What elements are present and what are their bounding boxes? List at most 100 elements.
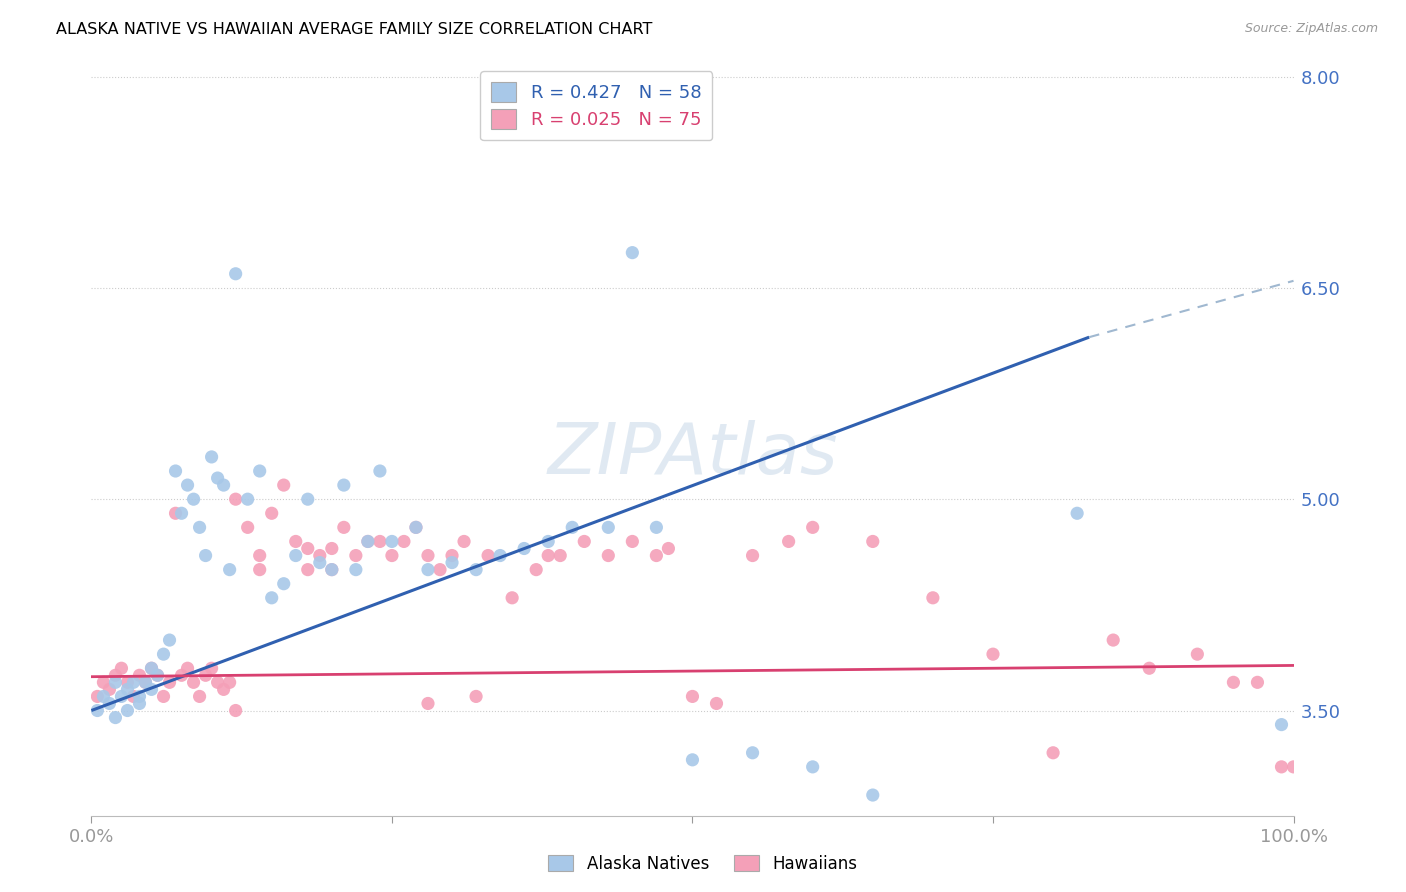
Point: [801, 520, 824, 534]
Point: [598, 549, 620, 563]
Point: [1042, 746, 1064, 760]
Point: [159, 633, 181, 648]
Point: [284, 549, 307, 563]
Point: [249, 464, 271, 478]
Point: [333, 478, 356, 492]
Point: [405, 520, 427, 534]
Point: [392, 534, 415, 549]
Point: [440, 549, 463, 563]
Point: [1246, 675, 1268, 690]
Point: [183, 492, 205, 507]
Point: [104, 710, 127, 724]
Point: [1270, 717, 1292, 731]
Point: [212, 478, 235, 492]
Point: [501, 591, 523, 605]
Point: [236, 520, 259, 534]
Legend: R = 0.427   N = 58, R = 0.025   N = 75: R = 0.427 N = 58, R = 0.025 N = 75: [481, 71, 713, 140]
Point: [284, 534, 307, 549]
Point: [681, 690, 703, 704]
Point: [128, 668, 150, 682]
Point: [146, 668, 169, 682]
Point: [273, 576, 295, 591]
Point: [207, 675, 229, 690]
Point: [1102, 633, 1125, 648]
Point: [524, 563, 547, 577]
Point: [465, 690, 488, 704]
Point: [741, 549, 763, 563]
Point: [368, 464, 391, 478]
Point: [308, 549, 330, 563]
Point: [416, 697, 439, 711]
Point: [1222, 675, 1244, 690]
Text: Source: ZipAtlas.com: Source: ZipAtlas.com: [1244, 22, 1378, 36]
Point: [416, 549, 439, 563]
Point: [128, 697, 150, 711]
Point: [477, 549, 499, 563]
Point: [141, 682, 163, 697]
Point: [801, 760, 824, 774]
Point: [273, 478, 295, 492]
Point: [862, 534, 884, 549]
Point: [194, 668, 217, 682]
Point: [165, 464, 187, 478]
Point: [333, 520, 356, 534]
Point: [681, 753, 703, 767]
Point: [201, 661, 224, 675]
Point: [344, 549, 367, 563]
Point: [146, 668, 169, 682]
Point: [98, 682, 121, 697]
Text: ALASKA NATIVE VS HAWAIIAN AVERAGE FAMILY SIZE CORRELATION CHART: ALASKA NATIVE VS HAWAIIAN AVERAGE FAMILY…: [56, 22, 652, 37]
Point: [117, 675, 139, 690]
Point: [381, 534, 404, 549]
Point: [170, 506, 193, 520]
Point: [344, 563, 367, 577]
Point: [537, 549, 560, 563]
Point: [170, 668, 193, 682]
Point: [706, 697, 728, 711]
Point: [98, 697, 121, 711]
Point: [194, 549, 217, 563]
Point: [183, 675, 205, 690]
Point: [657, 541, 679, 556]
Point: [574, 534, 596, 549]
Point: [778, 534, 800, 549]
Point: [416, 563, 439, 577]
Point: [981, 647, 1004, 661]
Point: [548, 549, 571, 563]
Point: [1282, 760, 1305, 774]
Point: [141, 661, 163, 675]
Point: [537, 534, 560, 549]
Point: [513, 541, 536, 556]
Point: [141, 661, 163, 675]
Point: [122, 690, 145, 704]
Point: [117, 704, 139, 718]
Point: [598, 520, 620, 534]
Point: [104, 668, 127, 682]
Point: [212, 682, 235, 697]
Point: [381, 549, 404, 563]
Point: [862, 788, 884, 802]
Point: [110, 661, 132, 675]
Point: [218, 675, 240, 690]
Point: [368, 534, 391, 549]
Point: [405, 520, 427, 534]
Point: [93, 675, 115, 690]
Point: [218, 563, 240, 577]
Point: [152, 690, 174, 704]
Point: [152, 647, 174, 661]
Point: [134, 675, 156, 690]
Point: [321, 563, 343, 577]
Point: [453, 534, 475, 549]
Point: [122, 675, 145, 690]
Point: [225, 492, 247, 507]
Point: [489, 549, 512, 563]
Point: [741, 746, 763, 760]
Point: [86, 704, 108, 718]
Point: [165, 506, 187, 520]
Point: [1137, 661, 1160, 675]
Point: [429, 563, 451, 577]
Point: [440, 556, 463, 570]
Point: [1270, 760, 1292, 774]
Point: [621, 245, 644, 260]
Point: [159, 675, 181, 690]
